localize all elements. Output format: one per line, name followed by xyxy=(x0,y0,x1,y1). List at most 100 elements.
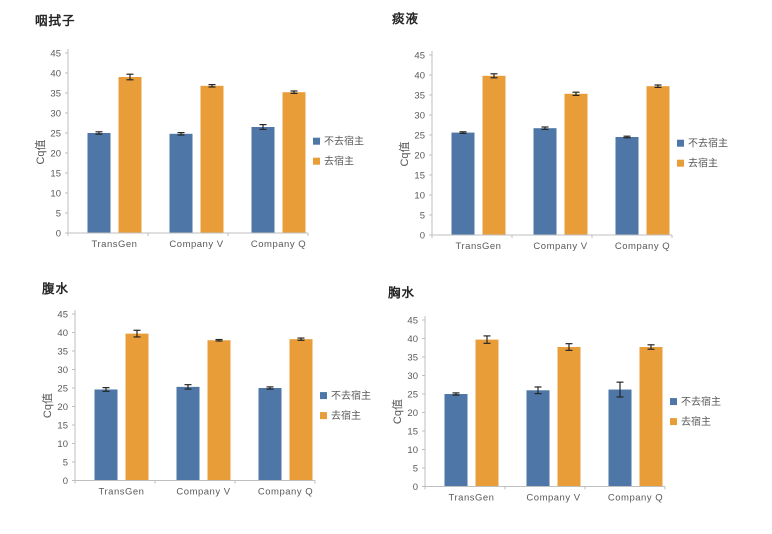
svg-text:15: 15 xyxy=(50,168,61,179)
svg-text:10: 10 xyxy=(414,190,425,201)
bar xyxy=(564,93,588,235)
legend-swatch xyxy=(320,412,327,420)
bar xyxy=(258,388,282,481)
bar xyxy=(169,133,193,233)
y-axis-label: Cq值 xyxy=(391,399,404,424)
legend-label: 去宿主 xyxy=(681,415,711,428)
chart-title: 胸水 xyxy=(388,286,416,300)
svg-text:TransGen: TransGen xyxy=(92,239,138,250)
svg-text:0: 0 xyxy=(420,230,425,241)
svg-text:5: 5 xyxy=(56,208,61,219)
bar-chart-svg: 0 5 10 15 20 25 30 35 40 45 TransGen Company V Compa… xyxy=(34,48,364,250)
y-axis-label: Cq值 xyxy=(41,393,54,418)
bar xyxy=(482,75,506,235)
bar xyxy=(251,127,275,233)
svg-text:Company V: Company V xyxy=(169,239,223,250)
legend-label: 去宿主 xyxy=(324,155,354,168)
svg-text:Company Q: Company Q xyxy=(251,239,306,250)
bar xyxy=(615,137,639,235)
legend-swatch xyxy=(313,137,320,145)
bar xyxy=(282,92,306,233)
y-axis-label: Cq值 xyxy=(398,141,411,166)
category-labels: TransGen Company V Company Q xyxy=(99,487,313,498)
svg-text:35: 35 xyxy=(407,352,418,363)
svg-text:0: 0 xyxy=(63,476,68,487)
legend-label: 不去宿主 xyxy=(331,389,371,402)
svg-text:TransGen: TransGen xyxy=(449,493,495,504)
svg-text:15: 15 xyxy=(407,426,418,437)
svg-text:10: 10 xyxy=(57,439,68,450)
bar-chart-svg: 0 5 10 15 20 25 30 35 40 45 TransGen Company V Compa… xyxy=(41,309,371,498)
bar xyxy=(118,77,142,233)
svg-text:Company V: Company V xyxy=(533,241,587,252)
bar xyxy=(125,333,149,481)
bar xyxy=(94,389,118,481)
legend-label: 不去宿主 xyxy=(324,135,364,148)
svg-text:45: 45 xyxy=(414,50,425,61)
bars xyxy=(451,75,670,235)
svg-text:40: 40 xyxy=(414,70,425,81)
bar xyxy=(87,133,111,233)
error-bars xyxy=(102,329,305,392)
chart-title: 痰液 xyxy=(392,12,420,26)
bars xyxy=(87,77,306,233)
svg-text:45: 45 xyxy=(407,315,418,326)
svg-text:Company Q: Company Q xyxy=(608,493,663,504)
svg-text:5: 5 xyxy=(420,210,425,221)
legend-swatch xyxy=(313,157,320,165)
y-tick-labels: 0 5 10 15 20 25 30 35 40 45 xyxy=(407,315,425,493)
bar-chart: 0 5 10 15 20 25 30 35 40 45 TransGen Company V Compa… xyxy=(0,45,372,280)
svg-text:0: 0 xyxy=(56,228,61,239)
svg-text:30: 30 xyxy=(57,365,68,376)
bar xyxy=(200,85,224,233)
y-tick-labels: 0 5 10 15 20 25 30 35 40 45 xyxy=(57,309,75,487)
bar-chart: 0 5 10 15 20 25 30 35 40 45 TransGen Company V Compa… xyxy=(7,306,379,534)
chart-panel-pleural-fluid: 胸水 0 5 10 15 20 25 30 35 40 45 TransGen Company V Co… xyxy=(386,267,772,534)
svg-text:30: 30 xyxy=(407,371,418,382)
bar xyxy=(475,339,499,487)
bar xyxy=(444,394,468,487)
y-tick-labels: 0 5 10 15 20 25 30 35 40 45 xyxy=(50,48,68,239)
svg-text:10: 10 xyxy=(407,445,418,456)
svg-text:Company Q: Company Q xyxy=(258,487,313,498)
svg-text:TransGen: TransGen xyxy=(99,487,145,498)
bar xyxy=(176,386,200,481)
legend-label: 去宿主 xyxy=(331,409,361,422)
legend-swatch xyxy=(320,392,327,400)
svg-text:45: 45 xyxy=(57,309,68,320)
chart-title: 咽拭子 xyxy=(35,14,76,28)
svg-text:25: 25 xyxy=(407,389,418,400)
legend-label: 去宿主 xyxy=(688,157,718,170)
svg-text:35: 35 xyxy=(57,346,68,357)
svg-text:Company V: Company V xyxy=(176,487,230,498)
bar xyxy=(289,339,313,481)
svg-text:TransGen: TransGen xyxy=(456,241,502,252)
svg-text:Company V: Company V xyxy=(526,493,580,504)
bar xyxy=(608,389,632,487)
bars xyxy=(94,333,313,481)
y-tick-labels: 0 5 10 15 20 25 30 35 40 45 xyxy=(414,50,432,241)
svg-text:25: 25 xyxy=(57,383,68,394)
svg-text:Company Q: Company Q xyxy=(615,241,670,252)
svg-text:30: 30 xyxy=(50,108,61,119)
chart-panel-sputum: 痰液 0 5 10 15 20 25 30 35 40 45 TransGen Company V Co… xyxy=(386,0,772,267)
svg-text:20: 20 xyxy=(414,150,425,161)
svg-text:35: 35 xyxy=(414,90,425,101)
svg-text:45: 45 xyxy=(50,48,61,59)
bar xyxy=(207,340,231,481)
svg-text:20: 20 xyxy=(50,148,61,159)
bars xyxy=(444,339,663,487)
chart-panel-ascites: 腹水 0 5 10 15 20 25 30 35 40 45 TransGen Company V Co… xyxy=(0,267,386,534)
svg-text:0: 0 xyxy=(413,482,418,493)
bar xyxy=(646,86,670,235)
svg-text:35: 35 xyxy=(50,88,61,99)
bar xyxy=(526,390,550,487)
bar xyxy=(639,347,663,487)
category-labels: TransGen Company V Company Q xyxy=(449,493,663,504)
legend-swatch xyxy=(670,418,677,426)
legend-label: 不去宿主 xyxy=(688,137,728,150)
bar-chart-svg: 0 5 10 15 20 25 30 35 40 45 TransGen Company V Compa… xyxy=(398,50,728,252)
category-labels: TransGen Company V Company Q xyxy=(92,239,306,250)
